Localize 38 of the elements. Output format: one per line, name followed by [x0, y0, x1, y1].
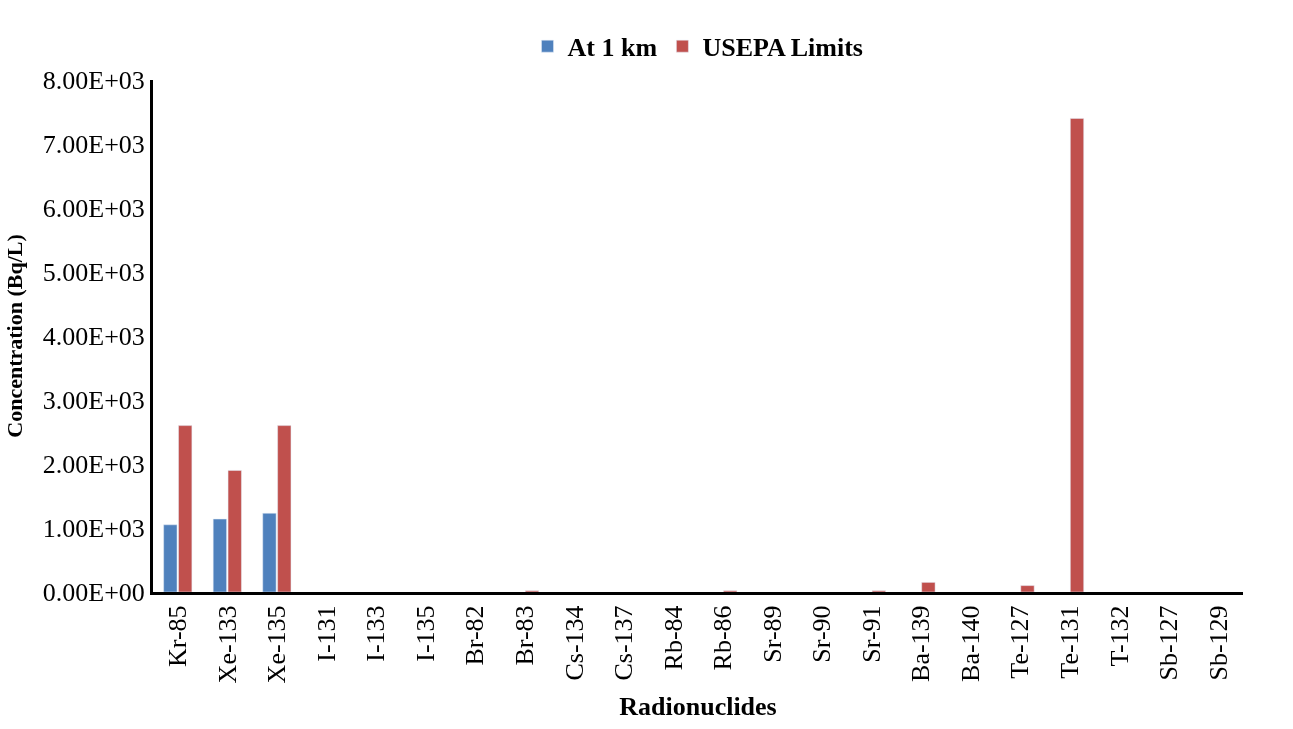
x-tick-label: Xe-135	[262, 605, 292, 684]
bar	[1070, 118, 1084, 592]
x-tick-label: Sb-129	[1203, 605, 1233, 681]
x-axis-title: Radionuclides	[619, 692, 777, 722]
x-tick-label: Br-83	[510, 605, 540, 666]
y-tick-label: 1.00E+03	[42, 514, 145, 544]
x-tick-label: T-132	[1104, 605, 1134, 667]
x-tick-label: I-133	[361, 605, 391, 662]
x-tick-label: I-131	[311, 605, 341, 662]
x-tick-label: Sr-89	[757, 605, 787, 663]
bar	[921, 582, 936, 592]
x-tick-label: Te-131	[1055, 605, 1085, 679]
y-axis-title: Concentration (Bq/L)	[1, 234, 27, 438]
x-tick-label: Ba-140	[955, 605, 985, 682]
x-tick-label: Br-82	[460, 605, 490, 666]
y-tick-label: 2.00E+03	[42, 450, 145, 480]
y-tick-label: 4.00E+03	[42, 322, 145, 352]
x-tick-label: Rb-84	[658, 605, 688, 671]
legend-label: At 1 km	[567, 33, 658, 63]
x-tick-label: Rb-86	[708, 605, 738, 671]
x-tick-label: Ba-139	[906, 605, 936, 682]
legend-label: USEPA Limits	[702, 33, 863, 63]
x-tick-label: Te-127	[1005, 605, 1035, 679]
x-tick-label: Kr-85	[163, 605, 193, 667]
y-tick-label: 0.00E+00	[42, 578, 145, 608]
x-tick-label: I-135	[410, 605, 440, 662]
x-tick-label: Cs-134	[559, 605, 589, 681]
x-tick-label: Cs-137	[609, 605, 639, 681]
y-tick-label: 6.00E+03	[42, 194, 145, 224]
y-tick-label: 8.00E+03	[42, 66, 145, 96]
y-tick-label: 3.00E+03	[42, 386, 145, 416]
x-tick-label: Sr-90	[807, 605, 837, 663]
y-tick-label: 7.00E+03	[42, 130, 145, 160]
y-tick-label: 5.00E+03	[42, 258, 145, 288]
x-tick-label: Xe-133	[212, 605, 242, 684]
bar	[1020, 585, 1035, 592]
x-tick-label: Sr-91	[856, 605, 886, 663]
x-tick-label: Sb-127	[1154, 605, 1184, 681]
